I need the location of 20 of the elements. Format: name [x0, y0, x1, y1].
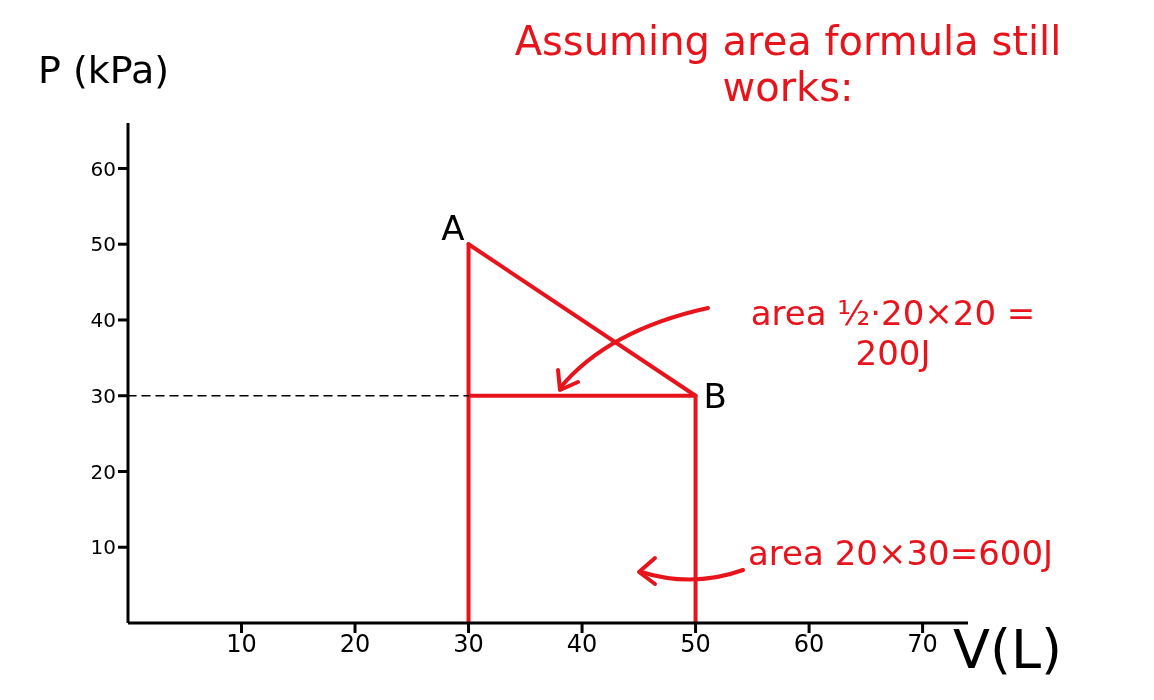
y-tick-label: 50: [90, 232, 116, 257]
annotation: B: [703, 375, 727, 416]
y-tick-label: 10: [90, 535, 116, 560]
x-tick-label: 10: [226, 630, 257, 659]
y-tick-label: 20: [90, 459, 116, 484]
y-tick-label: 40: [90, 308, 116, 333]
annotation: area 20×30=600J: [748, 533, 1055, 573]
x-tick-label: 70: [907, 630, 938, 659]
x-axis-title: V(L): [953, 618, 1063, 681]
x-tick-label: 20: [339, 630, 371, 659]
y-tick-label: 30: [90, 383, 116, 408]
chart-title: Assuming area formula still works:: [513, 18, 1063, 110]
annotation: area ½·20×20 = 200J: [749, 293, 1037, 373]
x-tick-label: 50: [680, 630, 711, 659]
annotation: A: [441, 208, 465, 249]
x-tick-label: 40: [566, 630, 598, 659]
y-tick-label: 60: [90, 156, 116, 181]
y-axis-title: P (kPa): [38, 48, 170, 92]
x-tick-label: 30: [453, 630, 484, 659]
x-tick-label: 60: [793, 630, 825, 659]
